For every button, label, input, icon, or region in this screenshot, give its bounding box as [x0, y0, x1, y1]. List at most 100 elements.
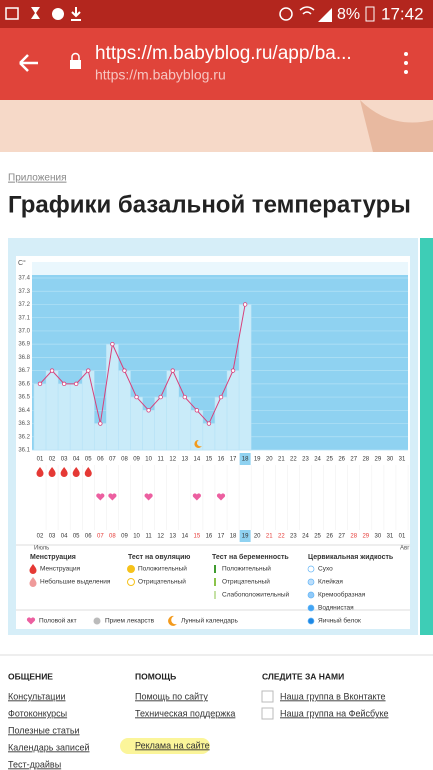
- legend-item: Отрицательный: [138, 578, 186, 586]
- status-icon: [279, 7, 293, 21]
- legend-icon: [26, 617, 36, 625]
- temperature-point: [134, 394, 139, 400]
- temperature-point: [146, 408, 151, 413]
- intercourse-mark: [144, 493, 153, 501]
- x-tick-label: 11: [158, 457, 165, 463]
- x-tick-label: 06: [97, 457, 104, 463]
- temperature-point: [61, 381, 67, 387]
- footer-heading: ПОМОЩЬ: [135, 671, 176, 681]
- legend-item: Клейкая: [318, 578, 343, 586]
- temperature-column: [33, 383, 47, 451]
- y-tick-label: 37.2: [18, 302, 30, 308]
- breadcrumb[interactable]: Приложения: [8, 173, 67, 184]
- y-tick-label: 36.8: [18, 355, 30, 361]
- date-label: 19: [242, 534, 249, 540]
- menstruation-mark: [84, 467, 92, 478]
- date-label: 31: [387, 534, 394, 540]
- legend-item: Половой акт: [39, 617, 77, 625]
- x-tick-label: 20: [266, 457, 273, 463]
- menu-button[interactable]: [404, 52, 408, 74]
- footer-link[interactable]: Наша группа на Фейсбуке: [280, 708, 389, 718]
- legend-item: Положительный: [222, 565, 271, 573]
- legend-item: Положительный: [138, 565, 187, 573]
- legend-item: Кремообразная: [318, 591, 366, 599]
- legend-icon: [127, 578, 135, 586]
- footer-link[interactable]: Техническая поддержка: [135, 708, 235, 718]
- legend-title: Тест на овуляцию: [128, 554, 190, 561]
- legend-icon: [307, 604, 315, 612]
- temperature-point: [49, 368, 55, 373]
- date-highlight: [239, 453, 251, 465]
- temperature-point: [206, 421, 212, 426]
- month-label: Июль: [34, 546, 49, 552]
- legend-item: Прием лекарств: [105, 618, 155, 625]
- date-label: 10: [133, 534, 140, 540]
- date-label: 22: [278, 534, 285, 540]
- legend-item: Слабоположительный: [222, 591, 290, 599]
- menstruation-mark: [60, 467, 68, 478]
- legend-icon: [214, 578, 216, 586]
- temperature-point: [230, 368, 236, 373]
- x-tick-label: 02: [49, 457, 56, 463]
- date-label: 04: [61, 534, 68, 540]
- menstruation-mark: [36, 467, 44, 478]
- y-tick-label: 36.1: [18, 448, 30, 454]
- footer-link[interactable]: Реклама на сайте: [135, 740, 210, 750]
- footer-link[interactable]: Календарь записей: [8, 742, 90, 752]
- x-tick-label: 22: [290, 457, 297, 463]
- intercourse-mark: [108, 493, 117, 501]
- legend-icon: [93, 617, 101, 625]
- temperature-point: [73, 381, 79, 387]
- x-tick-label: 17: [230, 457, 237, 463]
- legend-item: Сухо: [318, 566, 333, 573]
- date-label: 05: [73, 534, 80, 540]
- legend-icon: [214, 591, 216, 599]
- intercourse-mark: [216, 493, 226, 501]
- temperature-point: [110, 341, 115, 347]
- date-label: 29: [362, 534, 369, 540]
- x-tick-label: 07: [109, 457, 116, 463]
- footer-link[interactable]: Помощь по сайту: [135, 691, 208, 701]
- legend-icon: [307, 578, 315, 586]
- legend-icon: [168, 615, 177, 626]
- footer-link[interactable]: Полезные статьи: [8, 725, 80, 735]
- date-label: 20: [254, 534, 261, 540]
- x-tick-label: 31: [399, 457, 406, 463]
- temperature-column: [214, 396, 228, 451]
- temperature-point: [170, 368, 175, 373]
- y-tick-label: 37.1: [18, 315, 30, 321]
- date-label: 28: [350, 534, 357, 540]
- legend-title: Менструация: [30, 554, 76, 561]
- y-tick-label: 36.7: [18, 368, 30, 374]
- legend-icon: [29, 564, 37, 574]
- x-tick-label: 24: [314, 457, 321, 463]
- url[interactable]: https://m.babyblog.ru/app/ba...: [95, 43, 352, 64]
- y-tick-label: 36.6: [18, 381, 30, 387]
- back-button[interactable]: [19, 54, 38, 72]
- x-tick-label: 04: [73, 457, 80, 463]
- banner: [0, 100, 433, 152]
- footer-link[interactable]: Тест-драйвы: [8, 759, 61, 769]
- page-title: Графики базальной температуры: [8, 191, 411, 218]
- legend-item: Яичный белок: [318, 617, 361, 625]
- date-label: 13: [169, 534, 176, 540]
- status-icon: [71, 7, 81, 21]
- footer-link[interactable]: Наша группа в Вконтакте: [280, 691, 386, 701]
- y-tick-label: 37.4: [18, 276, 30, 282]
- month-label: Авг: [400, 546, 410, 552]
- temperature-point: [122, 368, 127, 373]
- footer-heading: ОБЩЕНИЕ: [8, 671, 53, 681]
- x-tick-label: 09: [133, 457, 140, 463]
- x-tick-label: 12: [169, 457, 176, 463]
- temperature-column: [94, 423, 107, 451]
- menstruation-mark: [48, 467, 56, 478]
- temperature-column: [166, 370, 180, 451]
- status-icon: [299, 6, 315, 15]
- footer-link[interactable]: Консультации: [8, 691, 66, 701]
- y-tick-label: 36.3: [18, 421, 30, 427]
- temperature-column: [130, 396, 143, 451]
- footer-link[interactable]: Фотоконкурсы: [8, 708, 67, 718]
- legend-icon: [307, 565, 315, 573]
- status-bar: [0, 0, 433, 28]
